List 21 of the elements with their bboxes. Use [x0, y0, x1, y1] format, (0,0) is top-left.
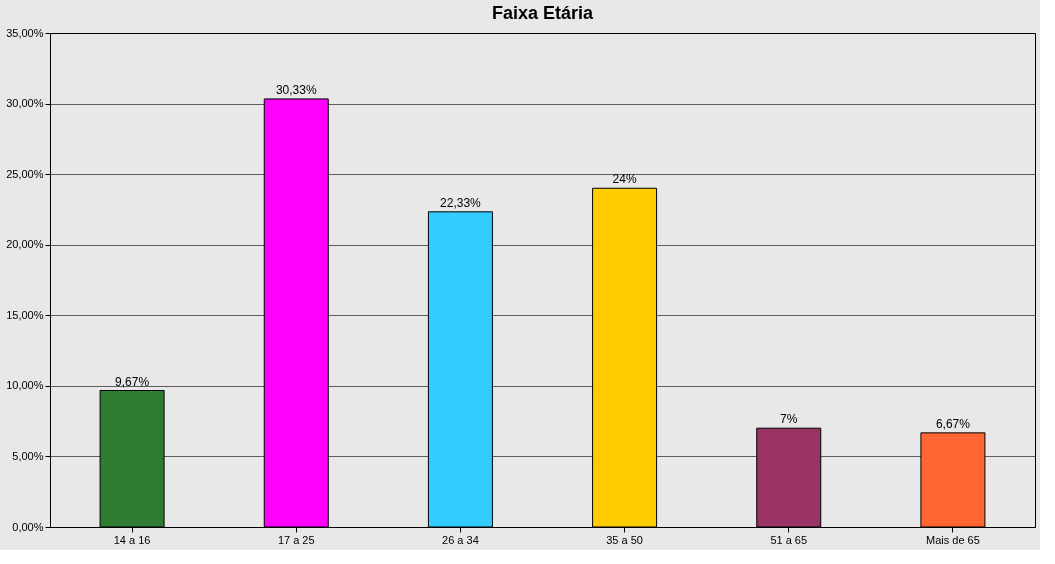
y-tick-label: 0,00% [12, 520, 44, 533]
y-tick-label: 15,00% [6, 308, 44, 321]
data-label: 9,67% [115, 374, 150, 389]
x-tick-label: 35 a 50 [606, 533, 643, 546]
y-tick-label: 35,00% [6, 26, 44, 39]
x-tick-label: 26 a 34 [442, 533, 479, 546]
chart-title: Faixa Etária [491, 3, 595, 23]
x-tick-label: 14 a 16 [113, 533, 151, 546]
y-tick-label: 30,00% [6, 97, 44, 110]
data-label: 6,67% [935, 416, 971, 431]
x-tick-label: 51 a 65 [770, 533, 808, 546]
data-label: 7% [780, 412, 798, 427]
y-tick-label: 10,00% [6, 379, 44, 392]
data-label: 22,33% [440, 195, 482, 210]
y-tick-label: 20,00% [6, 238, 44, 251]
x-tick-label: 17 a 25 [277, 533, 315, 546]
x-tick-label: Mais de 65 [926, 533, 980, 546]
y-tick-label: 25,00% [6, 167, 44, 180]
y-tick-label: 5,00% [12, 449, 44, 462]
data-label: 30,33% [275, 82, 317, 97]
data-label: 24% [612, 172, 637, 187]
